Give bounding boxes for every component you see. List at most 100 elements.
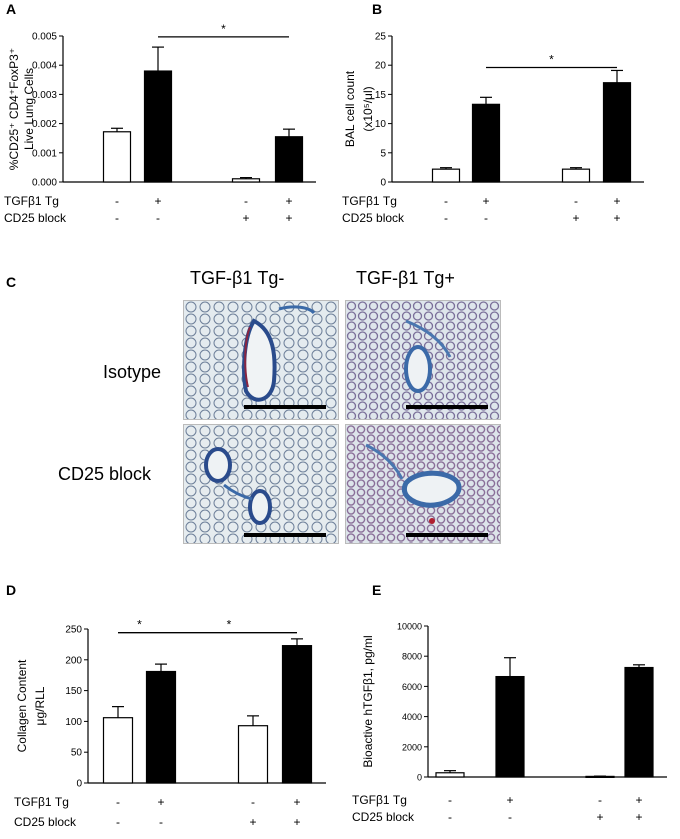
bar (585, 775, 615, 778)
y-tick-label: 0.002 (32, 119, 57, 130)
chart-e: E 0 2000 4000 6000 8000 10000 Bioactive hTGFβ1… (352, 582, 667, 824)
condition-value: - (116, 815, 120, 829)
bar (431, 168, 461, 183)
bar (471, 103, 501, 183)
y-axis-label: (x10⁵/μl) (361, 86, 375, 131)
y-tick-label: 10000 (397, 622, 422, 632)
row-label-isotype: Isotype (103, 362, 162, 382)
chart-d: D 0 50 100 150 200 250 Collagen Content μg/RLL *… (6, 582, 326, 829)
y-tick-label: 250 (65, 625, 82, 636)
condition-value: - (444, 194, 448, 208)
y-tick-label: 0 (380, 178, 386, 189)
y-tick-label: 0.005 (32, 32, 57, 43)
bar (102, 131, 132, 183)
y-axis-label: μg/RLL (33, 686, 47, 725)
condition-row-label: CD25 block (342, 211, 405, 225)
bar (602, 82, 632, 183)
scale-bar (244, 533, 326, 537)
bar (281, 645, 313, 784)
bar (143, 70, 173, 183)
panel-letter-a: A (6, 1, 16, 17)
condition-value: - (116, 795, 120, 809)
condition-row-label: CD25 block (4, 211, 67, 225)
y-tick-label: 6000 (402, 682, 422, 692)
bar (274, 136, 304, 183)
condition-value: - (251, 795, 255, 809)
significance-star: * (227, 618, 232, 632)
condition-value: + (482, 194, 489, 208)
y-axis-label: BAL cell count (343, 70, 357, 147)
panel-letter-b: B (372, 1, 382, 17)
y-axis-label: Collagen Content (15, 659, 29, 752)
condition-value: + (293, 815, 300, 829)
condition-value: + (154, 194, 161, 208)
y-tick-label: 8000 (402, 652, 422, 662)
y-axis-label: %CD25⁺ CD4⁺FoxP3⁺ (7, 48, 21, 170)
bar (624, 666, 654, 778)
scale-bar (406, 533, 488, 537)
significance-star: * (137, 618, 142, 632)
significance-star: * (221, 22, 226, 36)
condition-value: - (574, 194, 578, 208)
condition-value: + (249, 815, 256, 829)
condition-value: + (293, 795, 300, 809)
condition-value: + (157, 795, 164, 809)
y-tick-label: 15 (375, 90, 387, 101)
y-tick-label: 0 (76, 779, 82, 790)
condition-value: - (448, 793, 452, 807)
bar (495, 675, 525, 778)
y-tick-label: 0 (417, 773, 422, 783)
condition-value: + (506, 793, 513, 807)
lung-tissue-image (184, 425, 338, 543)
chart-b: B 0 5 10 15 20 25 BAL cell count (x10⁵/μl) * TGFβ… (342, 1, 644, 225)
y-tick-label: 0.003 (32, 90, 57, 101)
scale-bar (406, 405, 488, 409)
panel-letter-e: E (372, 582, 381, 598)
bar (145, 670, 177, 784)
condition-row-label: TGFβ1 Tg (352, 793, 407, 807)
y-tick-label: 0.004 (32, 61, 57, 72)
column-label-tg-neg: TGF-β1 Tg- (190, 268, 285, 288)
condition-value: + (285, 211, 292, 225)
condition-value: - (244, 194, 248, 208)
y-tick-label: 5 (380, 148, 386, 159)
condition-row-label: TGFβ1 Tg (4, 194, 59, 208)
panel-letter-d: D (6, 582, 16, 598)
condition-value: - (444, 211, 448, 225)
condition-row-label: TGFβ1 Tg (14, 795, 69, 809)
condition-value: - (115, 194, 119, 208)
y-tick-label: 100 (65, 717, 82, 728)
row-label-cd25-block: CD25 block (58, 464, 152, 484)
micrograph-tg-pos-cd25-block (345, 424, 501, 544)
lung-tissue-image (346, 301, 500, 419)
y-tick-label: 20 (375, 61, 387, 72)
bar (237, 725, 269, 784)
micrograph-tg-neg-cd25-block (183, 424, 339, 544)
column-label-tg-pos: TGF-β1 Tg+ (356, 268, 455, 288)
micrograph-tg-neg-isotype (183, 300, 339, 420)
lung-tissue-image (184, 301, 338, 419)
micrograph-tg-pos-isotype (345, 300, 501, 420)
scale-bar (244, 405, 326, 409)
y-tick-label: 150 (65, 686, 82, 697)
y-tick-label: 0.000 (32, 178, 57, 189)
y-tick-label: 4000 (402, 712, 422, 722)
y-tick-label: 2000 (402, 742, 422, 752)
condition-value: + (635, 793, 642, 807)
significance-star: * (549, 53, 554, 67)
y-tick-label: 25 (375, 32, 387, 43)
bar (231, 178, 261, 183)
panel-c: C TGF-β1 Tg- TGF-β1 Tg+ Isotype CD25 blo… (0, 262, 680, 552)
condition-value: - (115, 211, 119, 225)
y-tick-label: 200 (65, 655, 82, 666)
condition-row-label: CD25 block (14, 815, 77, 829)
bar (102, 717, 134, 784)
y-axis-label: Live Lung Cells (22, 68, 36, 150)
y-tick-label: 50 (71, 748, 83, 759)
bar (435, 772, 465, 778)
condition-row-label: CD25 block (352, 810, 415, 824)
condition-value: + (242, 211, 249, 225)
y-tick-label: 10 (375, 119, 387, 130)
bar (561, 168, 591, 183)
condition-value: - (156, 211, 160, 225)
